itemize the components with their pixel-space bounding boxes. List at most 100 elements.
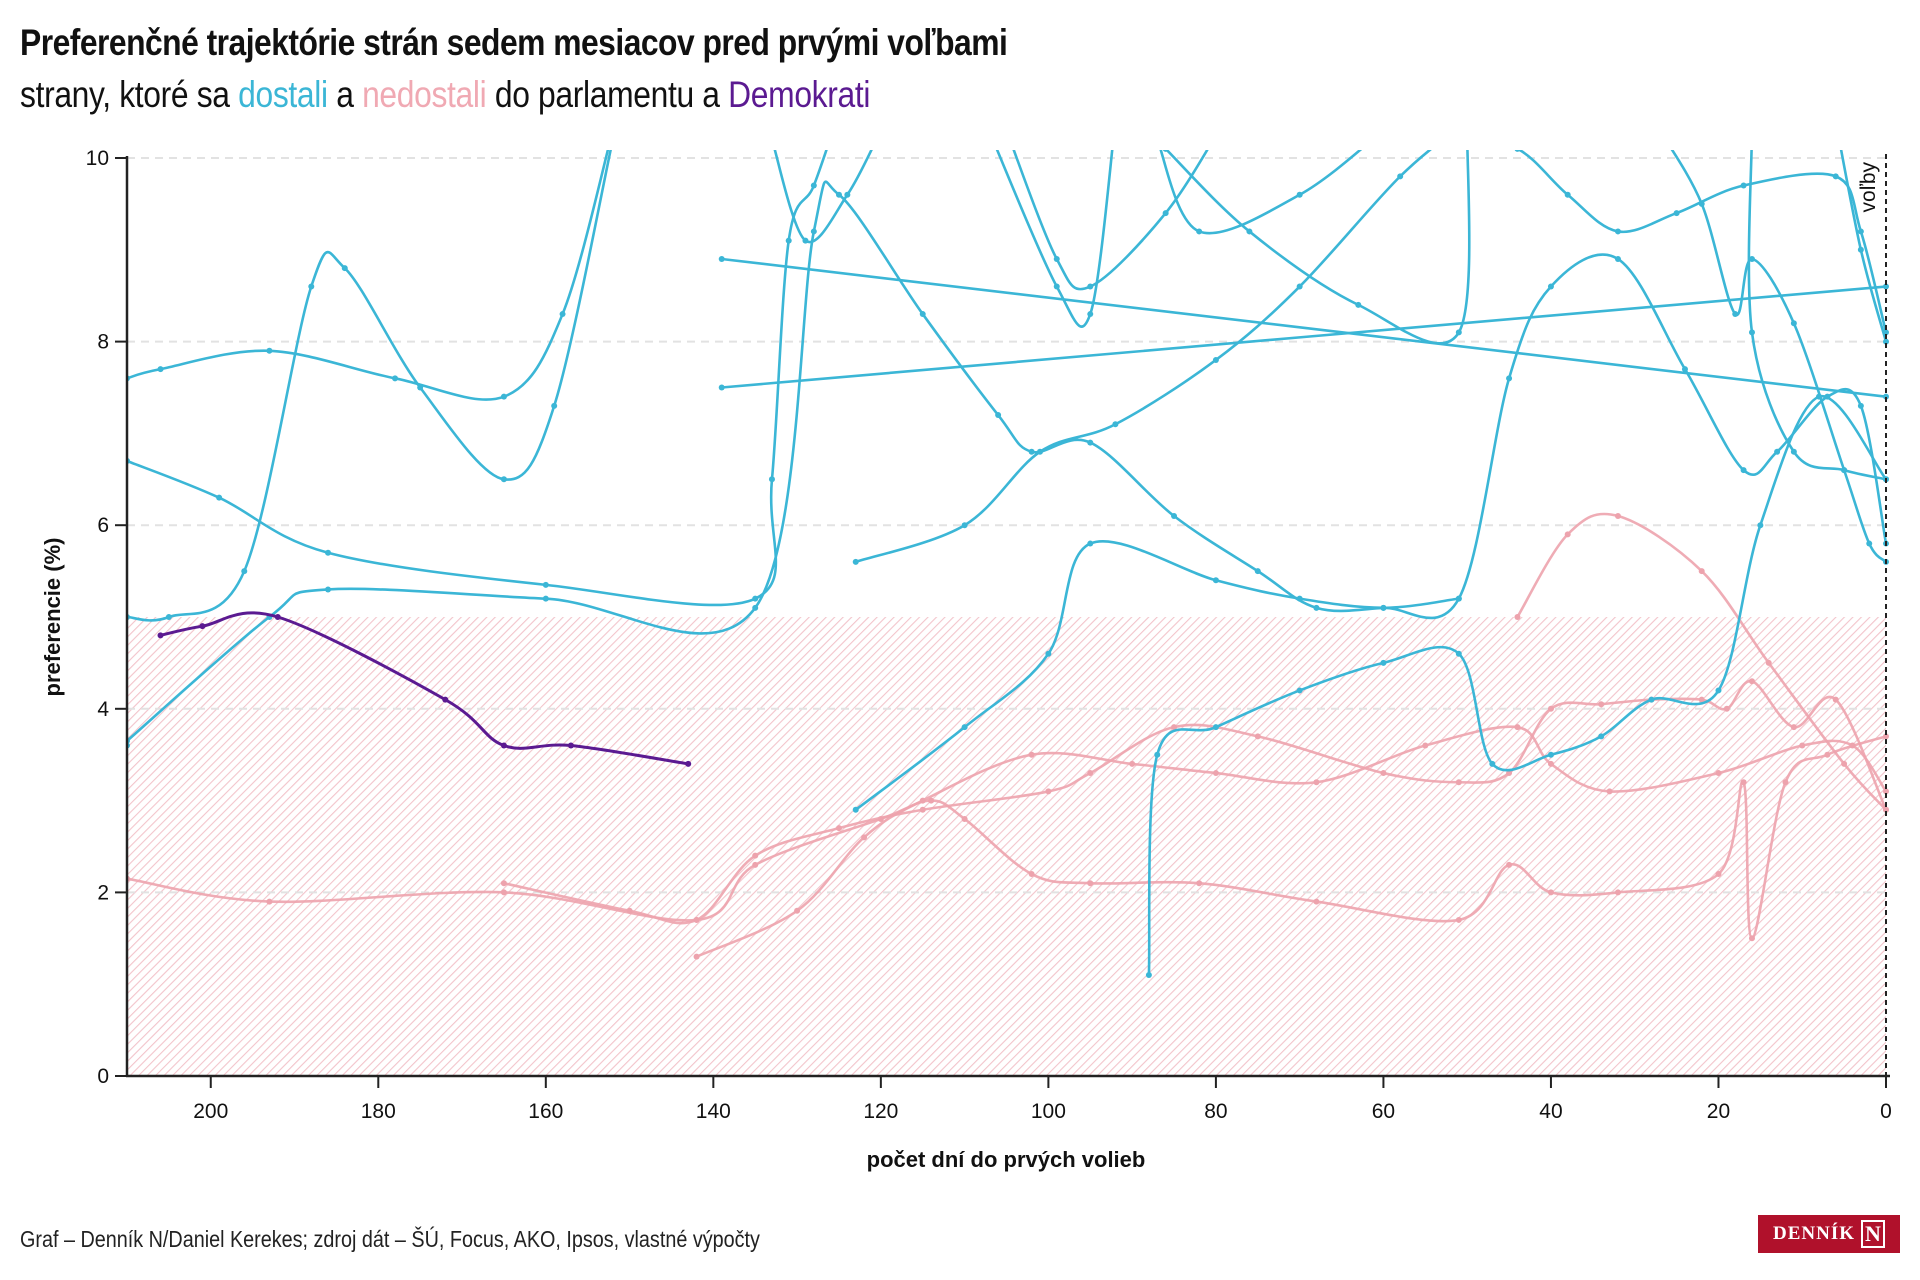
- data-point: [1774, 448, 1781, 455]
- data-point: [1824, 751, 1831, 758]
- data-point: [165, 614, 172, 620]
- data-point: [500, 393, 507, 400]
- data-point: [1883, 393, 1889, 400]
- data-point: [978, 109, 984, 115]
- data-point: [1489, 760, 1496, 767]
- data-point: [1212, 577, 1219, 584]
- series-dostali-11: [1159, 150, 1363, 235]
- y-tick-label: 8: [97, 331, 109, 354]
- data-point: [500, 880, 507, 887]
- data-point: [1028, 448, 1035, 455]
- data-point: [852, 806, 859, 813]
- data-point: [1112, 421, 1119, 428]
- series-line: [503, 679, 1888, 925]
- series-demokrati: [157, 611, 692, 767]
- data-point: [919, 797, 926, 804]
- data-point: [1171, 513, 1178, 520]
- data-point: [1648, 696, 1655, 703]
- y-tick-label: 4: [97, 698, 109, 721]
- x-tick-label: 160: [528, 1100, 563, 1123]
- data-point: [1129, 760, 1136, 767]
- data-point: [500, 742, 507, 749]
- data-point: [1464, 118, 1470, 124]
- data-point: [325, 586, 332, 593]
- dennik-n-logo[interactable]: DENNÍK N: [1758, 1215, 1900, 1253]
- data-point: [1598, 733, 1605, 740]
- data-point: [1514, 150, 1521, 152]
- data-point: [844, 191, 851, 198]
- x-tick-label: 0: [1880, 1100, 1892, 1123]
- series-nedostali-4: [1514, 512, 1889, 813]
- data-point: [157, 632, 164, 639]
- data-point: [1883, 338, 1889, 345]
- data-point: [1614, 255, 1621, 262]
- chart-subtitle: strany, ktoré sa dostali a nedostali do …: [20, 74, 870, 116]
- data-point: [752, 861, 759, 868]
- data-point: [1506, 375, 1513, 382]
- data-point: [810, 228, 817, 235]
- data-point: [1715, 687, 1722, 694]
- series-line: [696, 725, 1888, 958]
- data-point: [1757, 522, 1764, 529]
- data-point: [1221, 118, 1227, 124]
- threshold-area: [127, 617, 1886, 1076]
- y-tick-label: 0: [97, 1065, 109, 1088]
- data-point: [1857, 402, 1864, 409]
- data-point: [1790, 724, 1797, 731]
- series-line: [773, 150, 873, 244]
- x-axis-title: počet dní do prvých volieb: [867, 1147, 1146, 1172]
- data-point: [1087, 770, 1094, 777]
- data-point: [1749, 127, 1755, 133]
- x-tick-label: 80: [1204, 1100, 1227, 1123]
- series-line: [1670, 150, 1887, 563]
- data-point: [1832, 173, 1839, 180]
- data-point: [1547, 751, 1554, 758]
- data-point: [1028, 751, 1035, 758]
- data-point: [1715, 770, 1722, 777]
- data-point: [1087, 439, 1094, 446]
- series-dostali-6: [718, 283, 1889, 391]
- data-point: [1313, 779, 1320, 786]
- legend-dostali: dostali: [238, 74, 328, 115]
- data-point: [266, 898, 273, 905]
- data-point: [852, 558, 859, 565]
- election-annotation: voľby: [1857, 162, 1880, 213]
- y-axis-title: preferencie (%): [40, 538, 65, 697]
- data-point: [1883, 733, 1889, 740]
- data-point: [1841, 760, 1848, 767]
- data-point: [1212, 356, 1219, 363]
- data-point: [1606, 788, 1613, 795]
- data-point: [718, 384, 725, 391]
- data-point: [1053, 255, 1060, 262]
- data-point: [1004, 127, 1010, 133]
- y-tick-label: 2: [97, 881, 109, 904]
- data-point: [1380, 604, 1387, 611]
- data-point: [1857, 246, 1864, 253]
- data-point: [1857, 228, 1864, 235]
- data-point: [216, 494, 223, 501]
- data-point: [785, 237, 792, 244]
- data-point: [685, 760, 692, 767]
- series-line: [127, 150, 612, 622]
- subtitle-text: do parlamentu a: [486, 74, 729, 115]
- subtitle-text: a: [327, 74, 363, 115]
- x-tick-label: 180: [361, 1100, 396, 1123]
- data-point: [961, 815, 968, 822]
- data-point: [718, 255, 725, 262]
- subtitle-text: strany, ktoré sa: [20, 74, 239, 115]
- series-dostali-1: [127, 150, 610, 401]
- data-point: [1087, 880, 1094, 887]
- data-point: [835, 191, 842, 198]
- data-point: [157, 366, 164, 373]
- data-point: [1740, 467, 1747, 474]
- data-point: [1053, 283, 1060, 290]
- data-point: [802, 237, 809, 244]
- data-point: [752, 604, 759, 611]
- series-dostali-2: [127, 150, 828, 607]
- data-point: [1506, 861, 1513, 868]
- data-point: [1547, 760, 1554, 767]
- data-point: [1313, 604, 1320, 611]
- data-point: [1698, 696, 1705, 703]
- data-point: [1514, 614, 1521, 620]
- data-point: [1723, 705, 1730, 712]
